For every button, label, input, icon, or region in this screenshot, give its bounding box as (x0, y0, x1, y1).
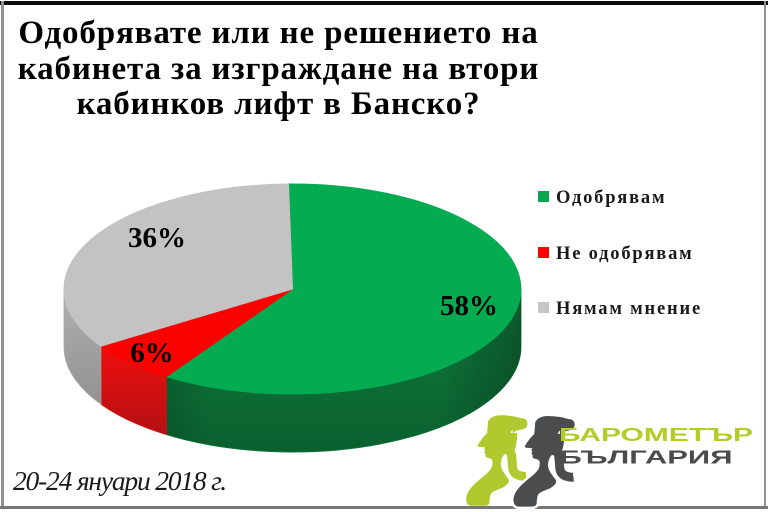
svg-text:БЪЛГАРИЯ: БЪЛГАРИЯ (560, 448, 733, 468)
svg-text:БАРОМЕТЪР: БАРОМЕТЪР (559, 425, 753, 445)
